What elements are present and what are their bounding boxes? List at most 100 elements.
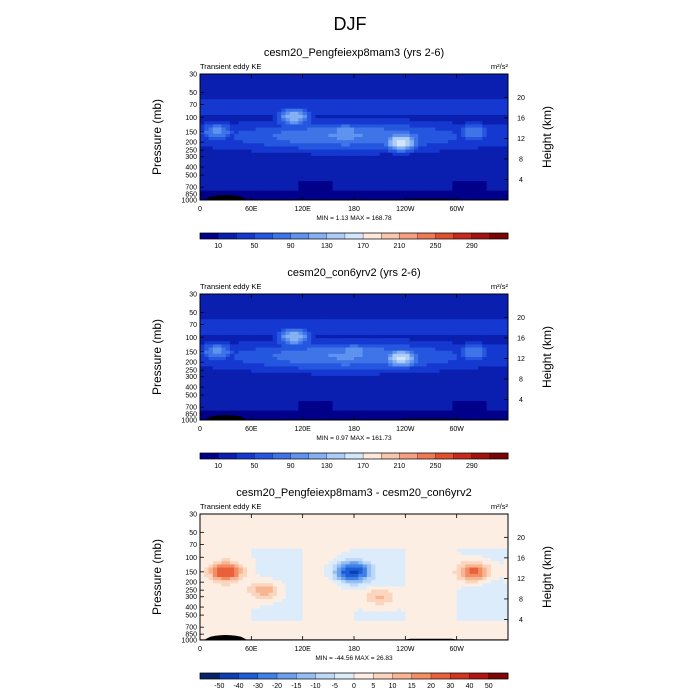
contour-cell — [234, 118, 239, 122]
contour-cell — [234, 89, 239, 94]
contour-cell — [285, 74, 291, 78]
contour-cell — [362, 372, 368, 377]
contour-cell — [482, 331, 488, 336]
contour-cell — [495, 303, 500, 307]
contour-cell — [247, 309, 252, 314]
contour-cell — [225, 303, 231, 307]
contour-cell — [452, 325, 458, 330]
contour-cell — [298, 99, 304, 103]
contour-cell — [285, 83, 291, 87]
contour-cell — [354, 375, 359, 380]
contour-cell — [315, 379, 321, 383]
contour-cell — [221, 322, 227, 326]
contour-cell — [478, 124, 483, 128]
contour-cell — [281, 353, 286, 358]
contour-cell — [225, 181, 231, 185]
contour-cell — [238, 121, 244, 125]
contour-cell — [217, 137, 222, 141]
contour-cell — [388, 130, 393, 135]
contour-cell — [418, 193, 423, 198]
contour-cell — [388, 196, 393, 201]
contour-cell — [328, 379, 334, 383]
contour-cell — [319, 143, 325, 147]
contour-cell — [328, 177, 334, 182]
contour-cell — [435, 80, 440, 84]
contour-cell — [358, 133, 363, 138]
contour-cell — [469, 325, 475, 330]
contour-cell — [294, 184, 299, 188]
contour-cell — [294, 382, 299, 386]
y-right-tick-label: 20 — [517, 95, 525, 102]
contour-cell — [422, 350, 428, 355]
contour-cell — [247, 140, 252, 144]
contour-cell — [499, 99, 505, 103]
contour-cell — [311, 127, 316, 132]
contour-cell — [422, 347, 428, 352]
contour-cell — [409, 325, 415, 330]
contour-cell — [409, 184, 415, 188]
contour-cell — [298, 86, 304, 91]
contour-cell — [247, 379, 252, 383]
contour-cell — [358, 338, 363, 342]
contour-cell — [212, 89, 218, 94]
contour-cell — [354, 86, 359, 91]
contour-cell — [255, 341, 261, 345]
contour-cell — [255, 74, 261, 78]
contour-cell — [332, 137, 338, 141]
contour-cell — [383, 375, 389, 380]
contour-cell — [490, 331, 496, 336]
contour-cell — [456, 375, 462, 380]
contour-cell — [225, 111, 231, 116]
contour-cell — [294, 168, 299, 173]
contour-cell — [234, 111, 239, 116]
contour-cell — [341, 369, 346, 374]
contour-cell — [482, 369, 488, 374]
contour-cell — [473, 347, 479, 352]
contour-cell — [259, 149, 265, 154]
contour-cell — [362, 155, 368, 160]
contour-cell — [486, 319, 492, 323]
contour-cell — [392, 152, 398, 157]
contour-cell — [285, 306, 291, 311]
contour-cell — [465, 184, 470, 188]
contour-cell — [234, 344, 239, 348]
contour-cell — [405, 174, 411, 179]
contour-cell — [465, 111, 470, 116]
contour-cell — [366, 171, 372, 176]
contour-cell — [409, 357, 415, 361]
contour-cell — [469, 171, 475, 176]
contour-cell — [443, 193, 449, 198]
contour-cell — [482, 111, 488, 116]
contour-cell — [345, 372, 351, 377]
contour-cell — [383, 152, 389, 157]
contour-cell — [379, 149, 385, 154]
contour-cell — [460, 168, 466, 173]
contour-cell — [277, 294, 282, 298]
contour-cell — [229, 379, 235, 383]
contour-cell — [268, 312, 274, 317]
contour-cell — [281, 127, 286, 132]
contour-cell — [396, 190, 402, 195]
contour-cell — [289, 171, 295, 176]
contour-cell — [225, 96, 231, 100]
contour-cell — [358, 379, 363, 383]
contour-cell — [341, 99, 346, 103]
contour-cell — [264, 350, 269, 355]
contour-cell — [324, 111, 329, 116]
contour-cell — [379, 83, 385, 87]
contour-cell — [413, 137, 419, 141]
contour-cell — [306, 99, 312, 103]
contour-cell — [375, 319, 381, 323]
contour-cell — [499, 369, 505, 374]
contour-cell — [482, 137, 488, 141]
contour-cell — [306, 379, 312, 383]
contour-cell — [388, 92, 393, 97]
contour-cell — [503, 341, 509, 345]
contour-cell — [272, 86, 278, 91]
contour-cell — [499, 162, 505, 166]
contour-cell — [371, 184, 376, 188]
contour-cell — [328, 174, 334, 179]
contour-cell — [362, 83, 368, 87]
contour-cell — [298, 357, 304, 361]
contour-cell — [388, 300, 393, 304]
